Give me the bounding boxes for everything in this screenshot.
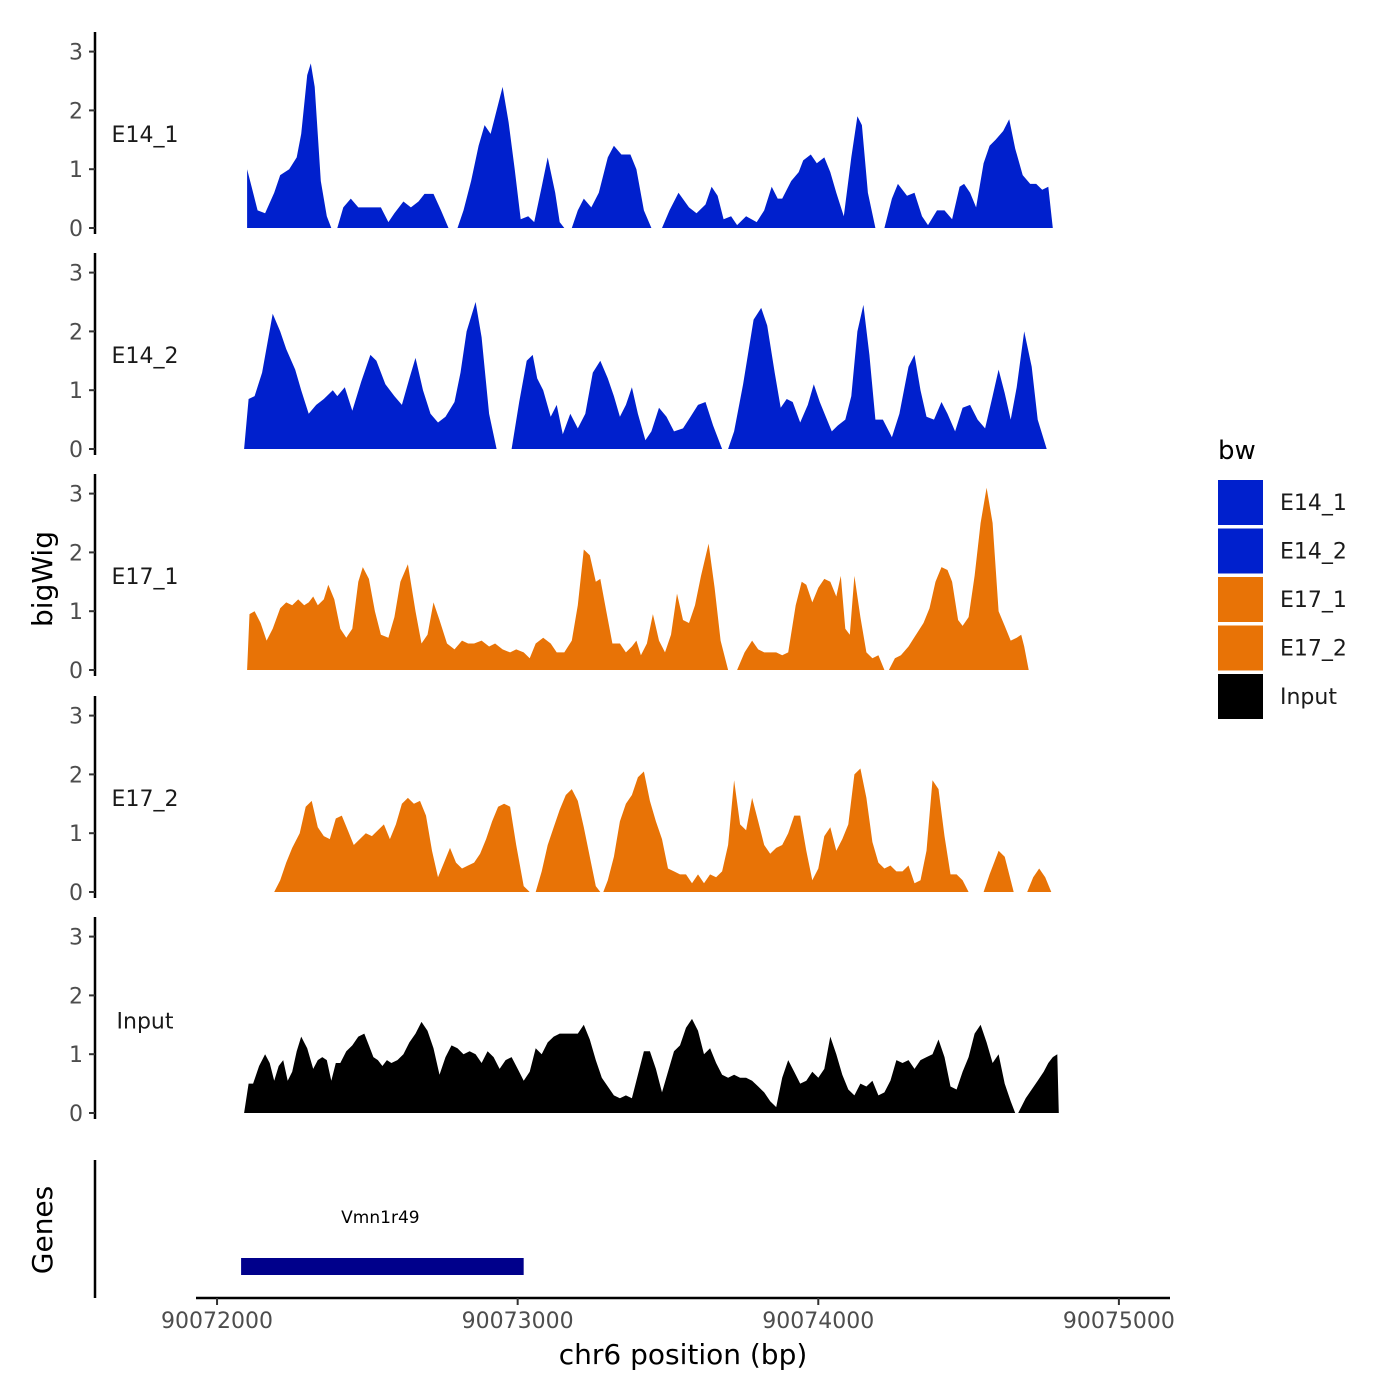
legend-swatch-Input: [1218, 674, 1263, 719]
y-tick-label: 2: [69, 984, 83, 1009]
track-label: Input: [117, 1010, 174, 1035]
signal-area: [511, 354, 723, 449]
signal-area: [274, 797, 530, 892]
y-tick-label: 1: [69, 600, 83, 625]
signal-area: [888, 487, 1029, 670]
bigwig-tracks: 0 1 2 3 E14_1 0 1 2 3 E14_2 0 1 2 3 E17_1 0 1 2 3 E17_2 0 1 2 3…: [69, 32, 1059, 1127]
signal-area: [1027, 868, 1052, 892]
track-label: E17_1: [112, 565, 179, 590]
y-tick-label: 3: [69, 41, 83, 66]
y-tick-label: 1: [69, 158, 83, 183]
y-tick-label: 0: [69, 217, 83, 242]
signal-area: [535, 789, 601, 892]
legend-label: E17_2: [1280, 637, 1347, 662]
signal-area: [247, 543, 729, 670]
legend-title: bw: [1218, 436, 1256, 466]
signal-area: [983, 850, 1014, 892]
y-tick-label: 3: [69, 483, 83, 508]
y-tick-label: 0: [69, 438, 83, 463]
genes-track: Genes Vmn1r49: [26, 1160, 524, 1298]
legend-label: E14_1: [1280, 491, 1347, 516]
signal-area: [884, 119, 1053, 228]
legend-swatch-E17_1: [1218, 577, 1263, 622]
y-tick-label: 0: [69, 1102, 83, 1127]
x-tick-label: 90074000: [762, 1309, 874, 1334]
gene-name-label: Vmn1r49: [341, 1208, 419, 1228]
y-tick-label: 1: [69, 379, 83, 404]
genes-track-label: Genes: [26, 1186, 59, 1274]
y-tick-label: 0: [69, 659, 83, 684]
x-tick-label: 90075000: [1063, 1309, 1175, 1334]
track-label: E14_1: [112, 123, 179, 148]
y-tick-label: 2: [69, 320, 83, 345]
signal-area: [571, 145, 652, 228]
y-tick-label: 3: [69, 705, 83, 730]
signal-area: [457, 86, 565, 229]
track-E14_1: 0 1 2 3 E14_1: [69, 32, 1053, 242]
signal-area: [244, 1018, 1016, 1113]
y-tick-label: 2: [69, 763, 83, 788]
legend-swatch-E17_2: [1218, 625, 1263, 671]
legend-label: E14_2: [1280, 540, 1347, 565]
x-axis: 90072000 90073000 90074000 90075000: [161, 1296, 1175, 1334]
track-Input: 0 1 2 3 Input: [69, 917, 1059, 1127]
legend-label: E17_1: [1280, 588, 1347, 613]
y-tick-label: 3: [69, 262, 83, 287]
y-tick-label: 2: [69, 99, 83, 124]
track-E17_2: 0 1 2 3 E17_2: [69, 696, 1052, 906]
y-axis-title: bigWig: [26, 531, 59, 627]
x-tick-label: 90073000: [462, 1309, 574, 1334]
signal-area: [247, 63, 332, 229]
y-tick-label: 3: [69, 926, 83, 951]
legend-swatch-E14_2: [1218, 528, 1263, 574]
gene-bar: [241, 1258, 524, 1275]
y-tick-label: 2: [69, 541, 83, 566]
x-tick-label: 90072000: [161, 1309, 273, 1334]
signal-area: [603, 768, 969, 892]
track-E14_2: 0 1 2 3 E14_2: [69, 253, 1047, 463]
y-tick-label: 0: [69, 881, 83, 906]
y-tick-label: 1: [69, 1043, 83, 1068]
legend: bw E14_1 E14_2 E17_1 E17_2 Input: [1218, 436, 1347, 719]
y-tick-label: 1: [69, 822, 83, 847]
signal-area: [1018, 1054, 1059, 1113]
track-label: E14_2: [112, 344, 179, 369]
track-E17_1: 0 1 2 3 E17_1: [69, 474, 1029, 684]
x-axis-title: chr6 position (bp): [559, 1338, 808, 1371]
track-label: E17_2: [112, 787, 179, 812]
signal-area: [244, 302, 497, 449]
signal-area: [737, 575, 885, 670]
signal-area: [337, 193, 449, 228]
signal-area: [728, 304, 1047, 449]
legend-swatch-E14_1: [1218, 480, 1263, 525]
legend-label: Input: [1280, 685, 1337, 710]
signal-area: [662, 116, 876, 228]
